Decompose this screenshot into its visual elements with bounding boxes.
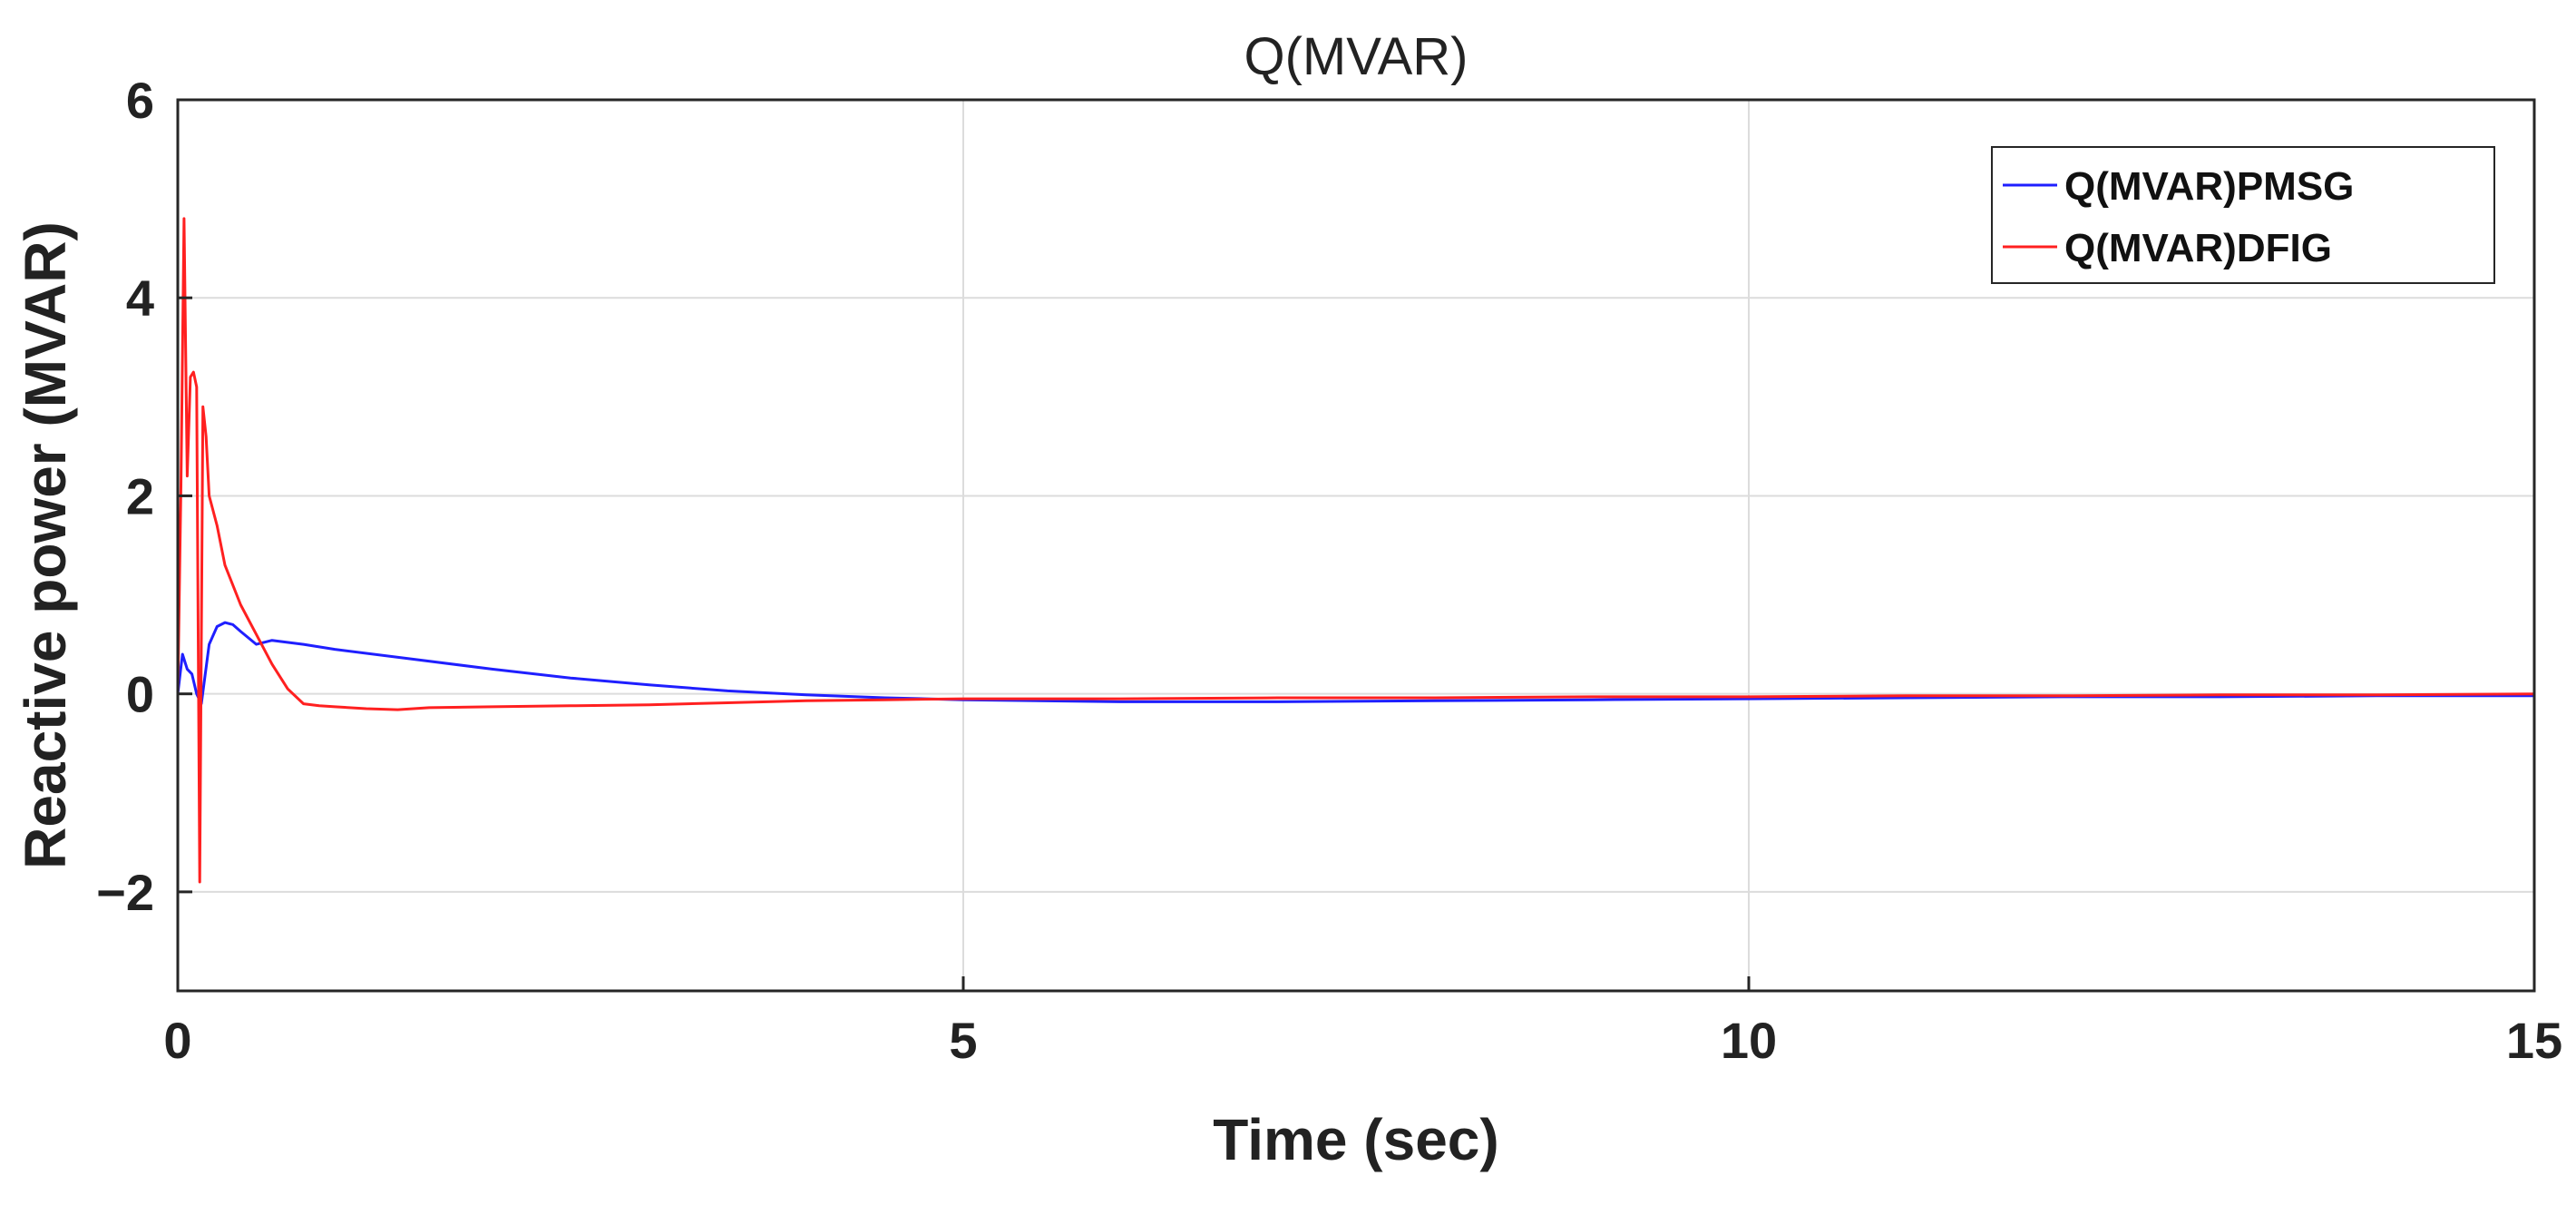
x-axis-label: Time (sec) [1213, 1107, 1498, 1172]
y-tick-label: 6 [126, 72, 154, 129]
y-tick-label: −2 [96, 864, 154, 921]
tick-layer: 0 5 10 15 −2 0 2 4 6 [96, 72, 2562, 1069]
y-tick-label: 2 [126, 467, 154, 524]
y-tick-label: 4 [126, 269, 154, 327]
x-tick-label: 5 [949, 1012, 977, 1069]
y-axis-label: Reactive power (MVAR) [13, 221, 78, 869]
series-layer [176, 217, 2535, 884]
legend-label-pmsg: Q(MVAR)PMSG [2064, 164, 2354, 209]
chart-title: Q(MVAR) [1244, 27, 1468, 86]
x-tick-label: 0 [163, 1012, 191, 1069]
plot-frame [176, 98, 2536, 993]
legend-label-dfig: Q(MVAR)DFIG [2064, 226, 2332, 270]
x-tick-label: 10 [1721, 1012, 1777, 1069]
series-line-pmsg [176, 621, 2534, 706]
series-line-dfig [176, 217, 2535, 884]
legend: Q(MVAR)PMSG Q(MVAR)DFIG [1991, 146, 2495, 284]
x-tick-label: 15 [2506, 1012, 2562, 1069]
legend-box [1991, 146, 2495, 284]
y-tick-label: 0 [126, 666, 154, 723]
